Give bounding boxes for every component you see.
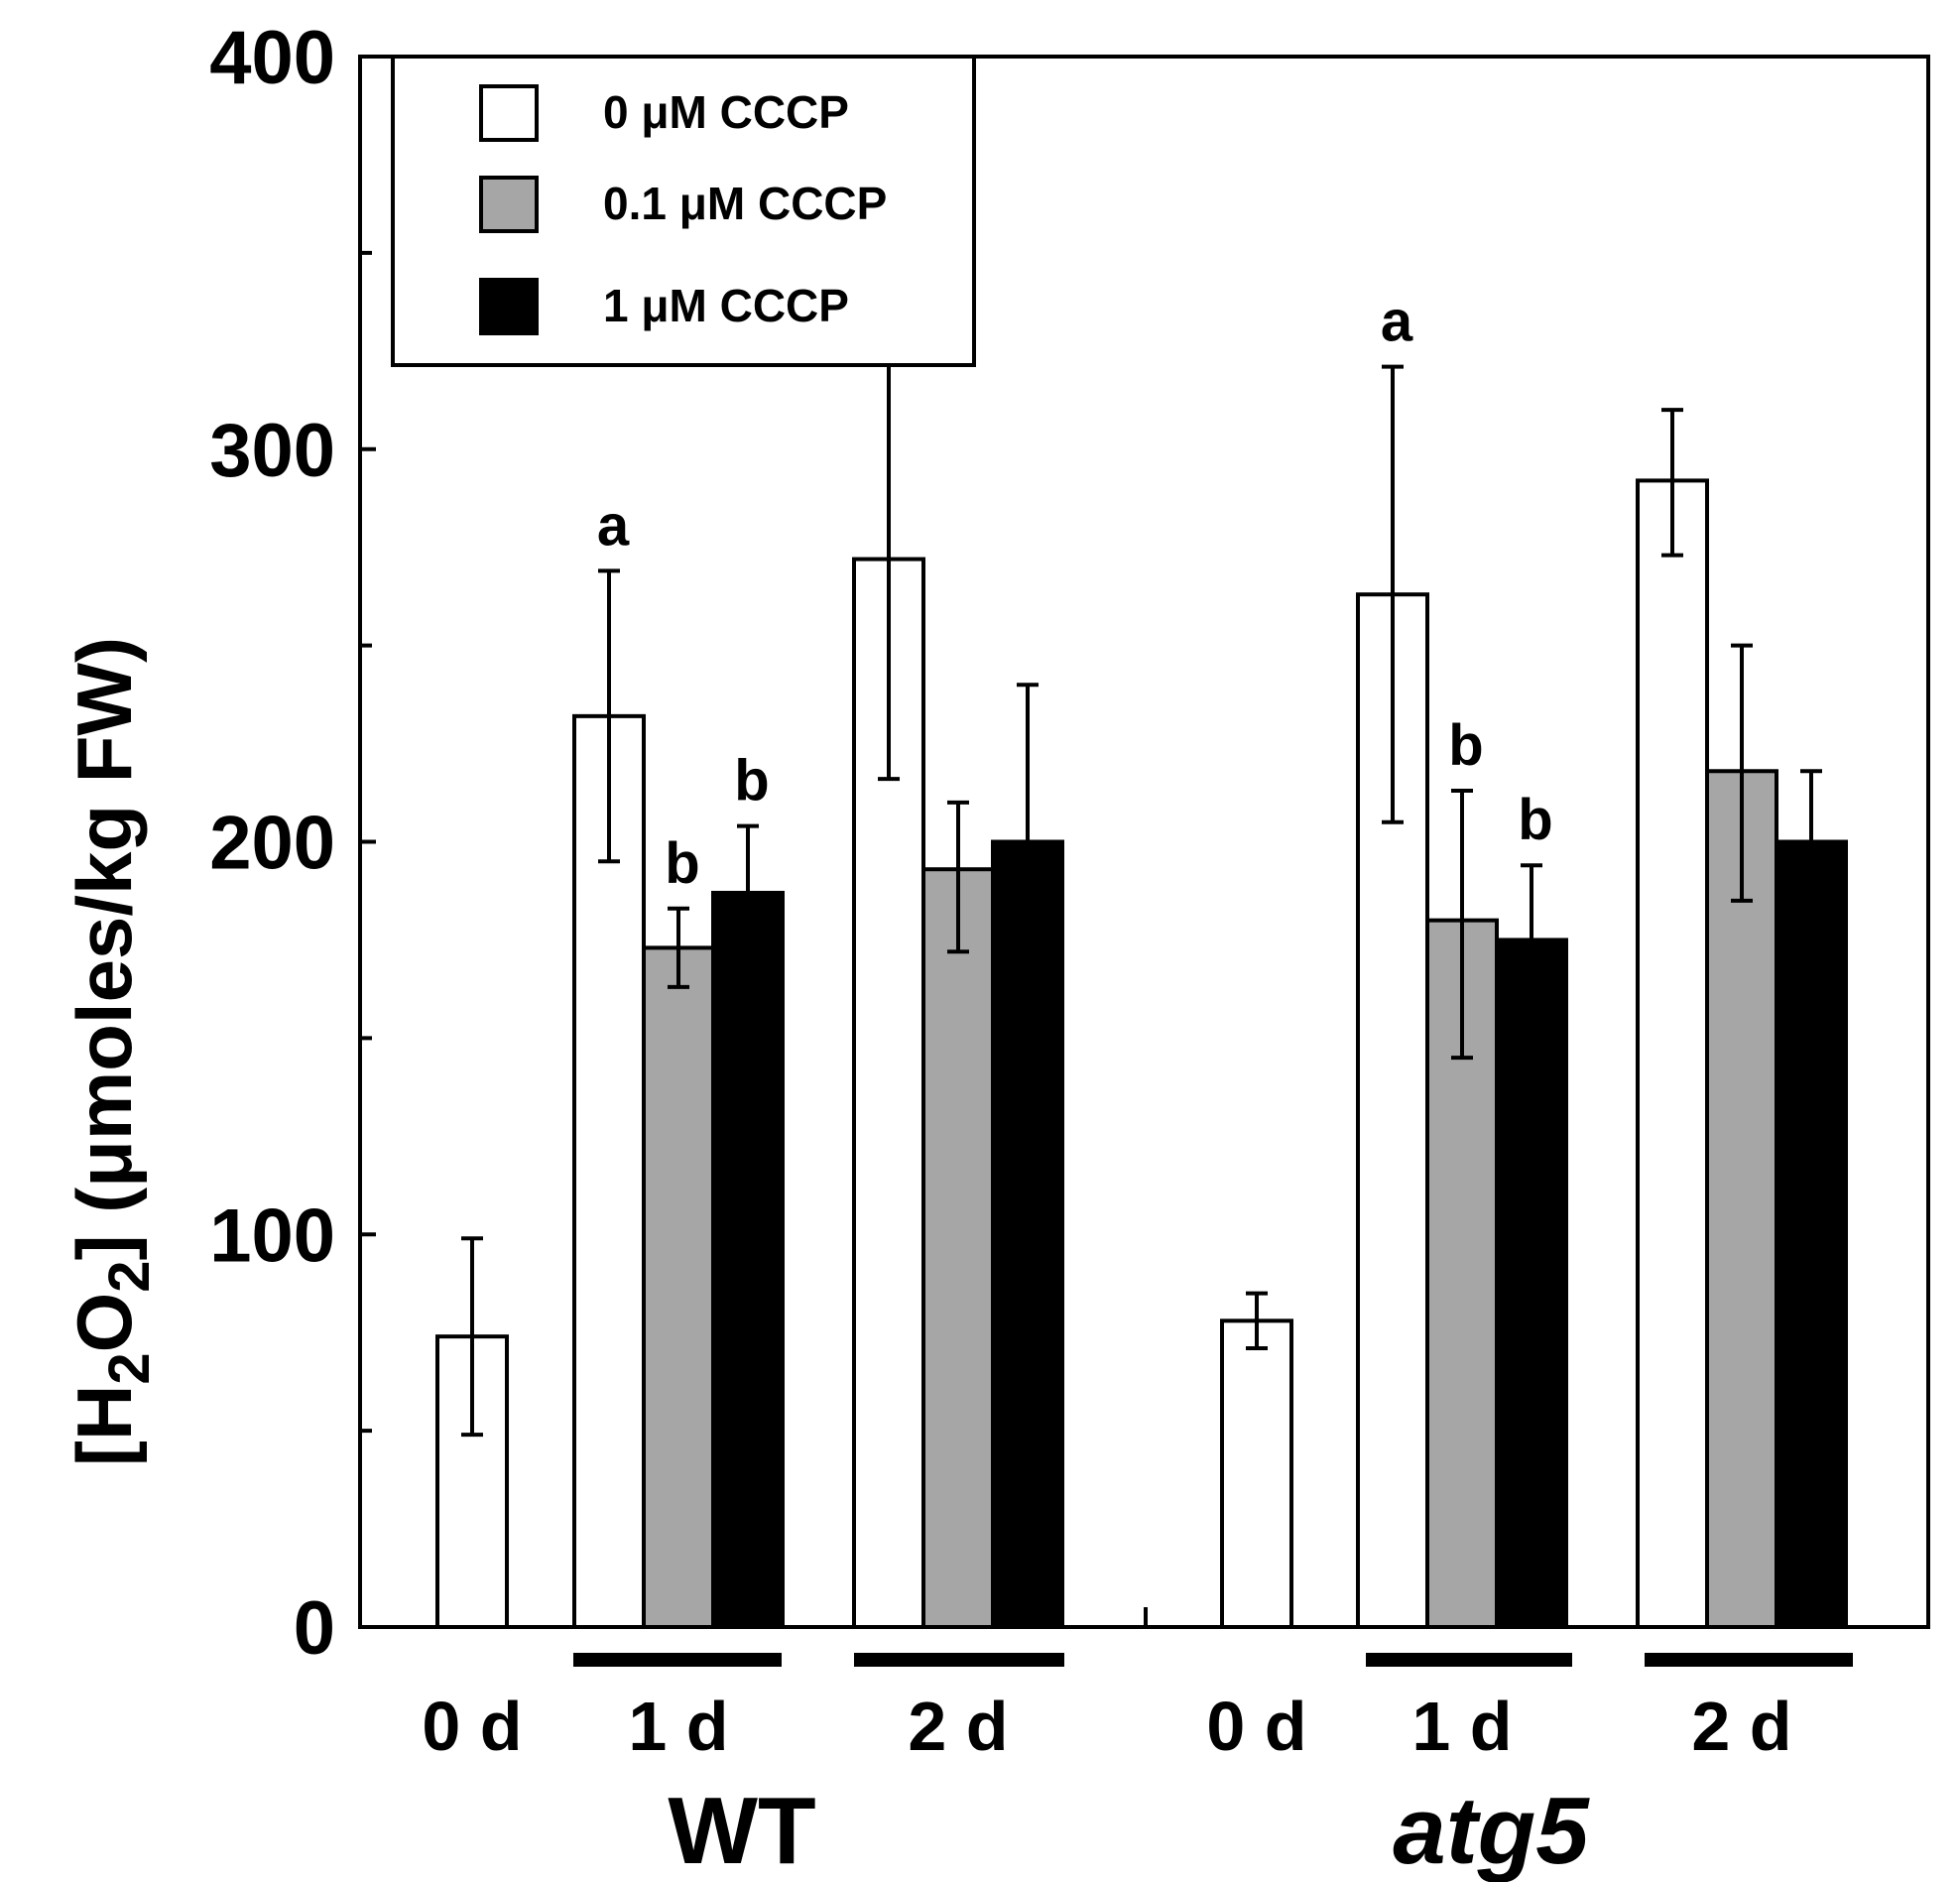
significance-label: b xyxy=(665,831,699,896)
timepoint-underline xyxy=(1645,1653,1853,1667)
x-axis: 0 d 1 d 2 d WT 0 d 1 d 2 d atg5 xyxy=(422,1653,1853,1882)
y-axis-title-close: ] (μmoles/kg FW) xyxy=(61,637,148,1260)
y-tick-label: 300 xyxy=(209,409,335,493)
y-axis-title-sub1: 2 xyxy=(97,1352,162,1384)
legend-swatch xyxy=(479,84,539,142)
bar xyxy=(711,890,785,1629)
group-label: atg5 xyxy=(1393,1778,1590,1882)
y-axis-title: [H2O2] (μmoles/kg FW) xyxy=(61,637,162,1466)
category-label: 2 d xyxy=(1691,1688,1791,1765)
bars-layer xyxy=(435,478,1848,1630)
legend: 0 μM CCCP 0.1 μM CCCP 1 μM CCCP xyxy=(391,55,976,367)
y-axis-title-open: [H xyxy=(61,1385,148,1466)
legend-swatch xyxy=(479,176,539,233)
category-label: 0 d xyxy=(1206,1688,1306,1765)
legend-swatch xyxy=(479,278,539,335)
y-axis: 0 100 200 300 400 xyxy=(209,16,1148,1671)
group-label: WT xyxy=(668,1778,815,1882)
legend-label: 0 μM CCCP xyxy=(603,86,849,138)
significance-label: a xyxy=(1381,290,1413,354)
y-tick-label: 100 xyxy=(209,1193,335,1278)
bar xyxy=(1220,1318,1293,1629)
significance-label: a xyxy=(597,493,630,558)
legend-label: 0.1 μM CCCP xyxy=(603,178,887,229)
category-label: 1 d xyxy=(1411,1688,1512,1765)
timepoint-underline xyxy=(573,1653,782,1667)
bar xyxy=(642,945,715,1629)
bar xyxy=(1636,478,1709,1629)
category-label: 2 d xyxy=(908,1688,1008,1765)
category-label: 0 d xyxy=(422,1688,522,1765)
y-axis-title-mid: O xyxy=(61,1293,148,1353)
bar xyxy=(1775,839,1848,1629)
error-bars-layer xyxy=(461,336,1822,1438)
y-tick-label: 400 xyxy=(209,16,335,100)
significance-label: b xyxy=(734,749,769,814)
significance-label: b xyxy=(1448,713,1483,778)
legend-label: 1 μM CCCP xyxy=(603,280,849,331)
category-label: 1 d xyxy=(628,1688,728,1765)
y-tick-label: 0 xyxy=(294,1586,335,1671)
significance-label: b xyxy=(1518,788,1552,852)
timepoint-underline xyxy=(1366,1653,1572,1667)
y-tick-label: 200 xyxy=(209,802,335,886)
y-axis-title-sub2: 2 xyxy=(97,1260,162,1292)
bar xyxy=(921,867,995,1629)
bar xyxy=(991,839,1064,1629)
bar xyxy=(1495,938,1568,1629)
bar xyxy=(572,713,646,1629)
timepoint-underline xyxy=(854,1653,1064,1667)
